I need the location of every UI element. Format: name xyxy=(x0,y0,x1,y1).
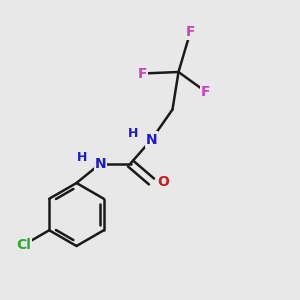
Text: N: N xyxy=(95,157,106,170)
Text: H: H xyxy=(128,127,139,140)
Text: F: F xyxy=(138,67,147,80)
Text: Cl: Cl xyxy=(16,238,31,252)
Text: N: N xyxy=(146,133,157,146)
Text: H: H xyxy=(77,151,88,164)
Text: F: F xyxy=(201,85,210,98)
Text: O: O xyxy=(158,175,169,188)
Text: F: F xyxy=(186,25,195,38)
